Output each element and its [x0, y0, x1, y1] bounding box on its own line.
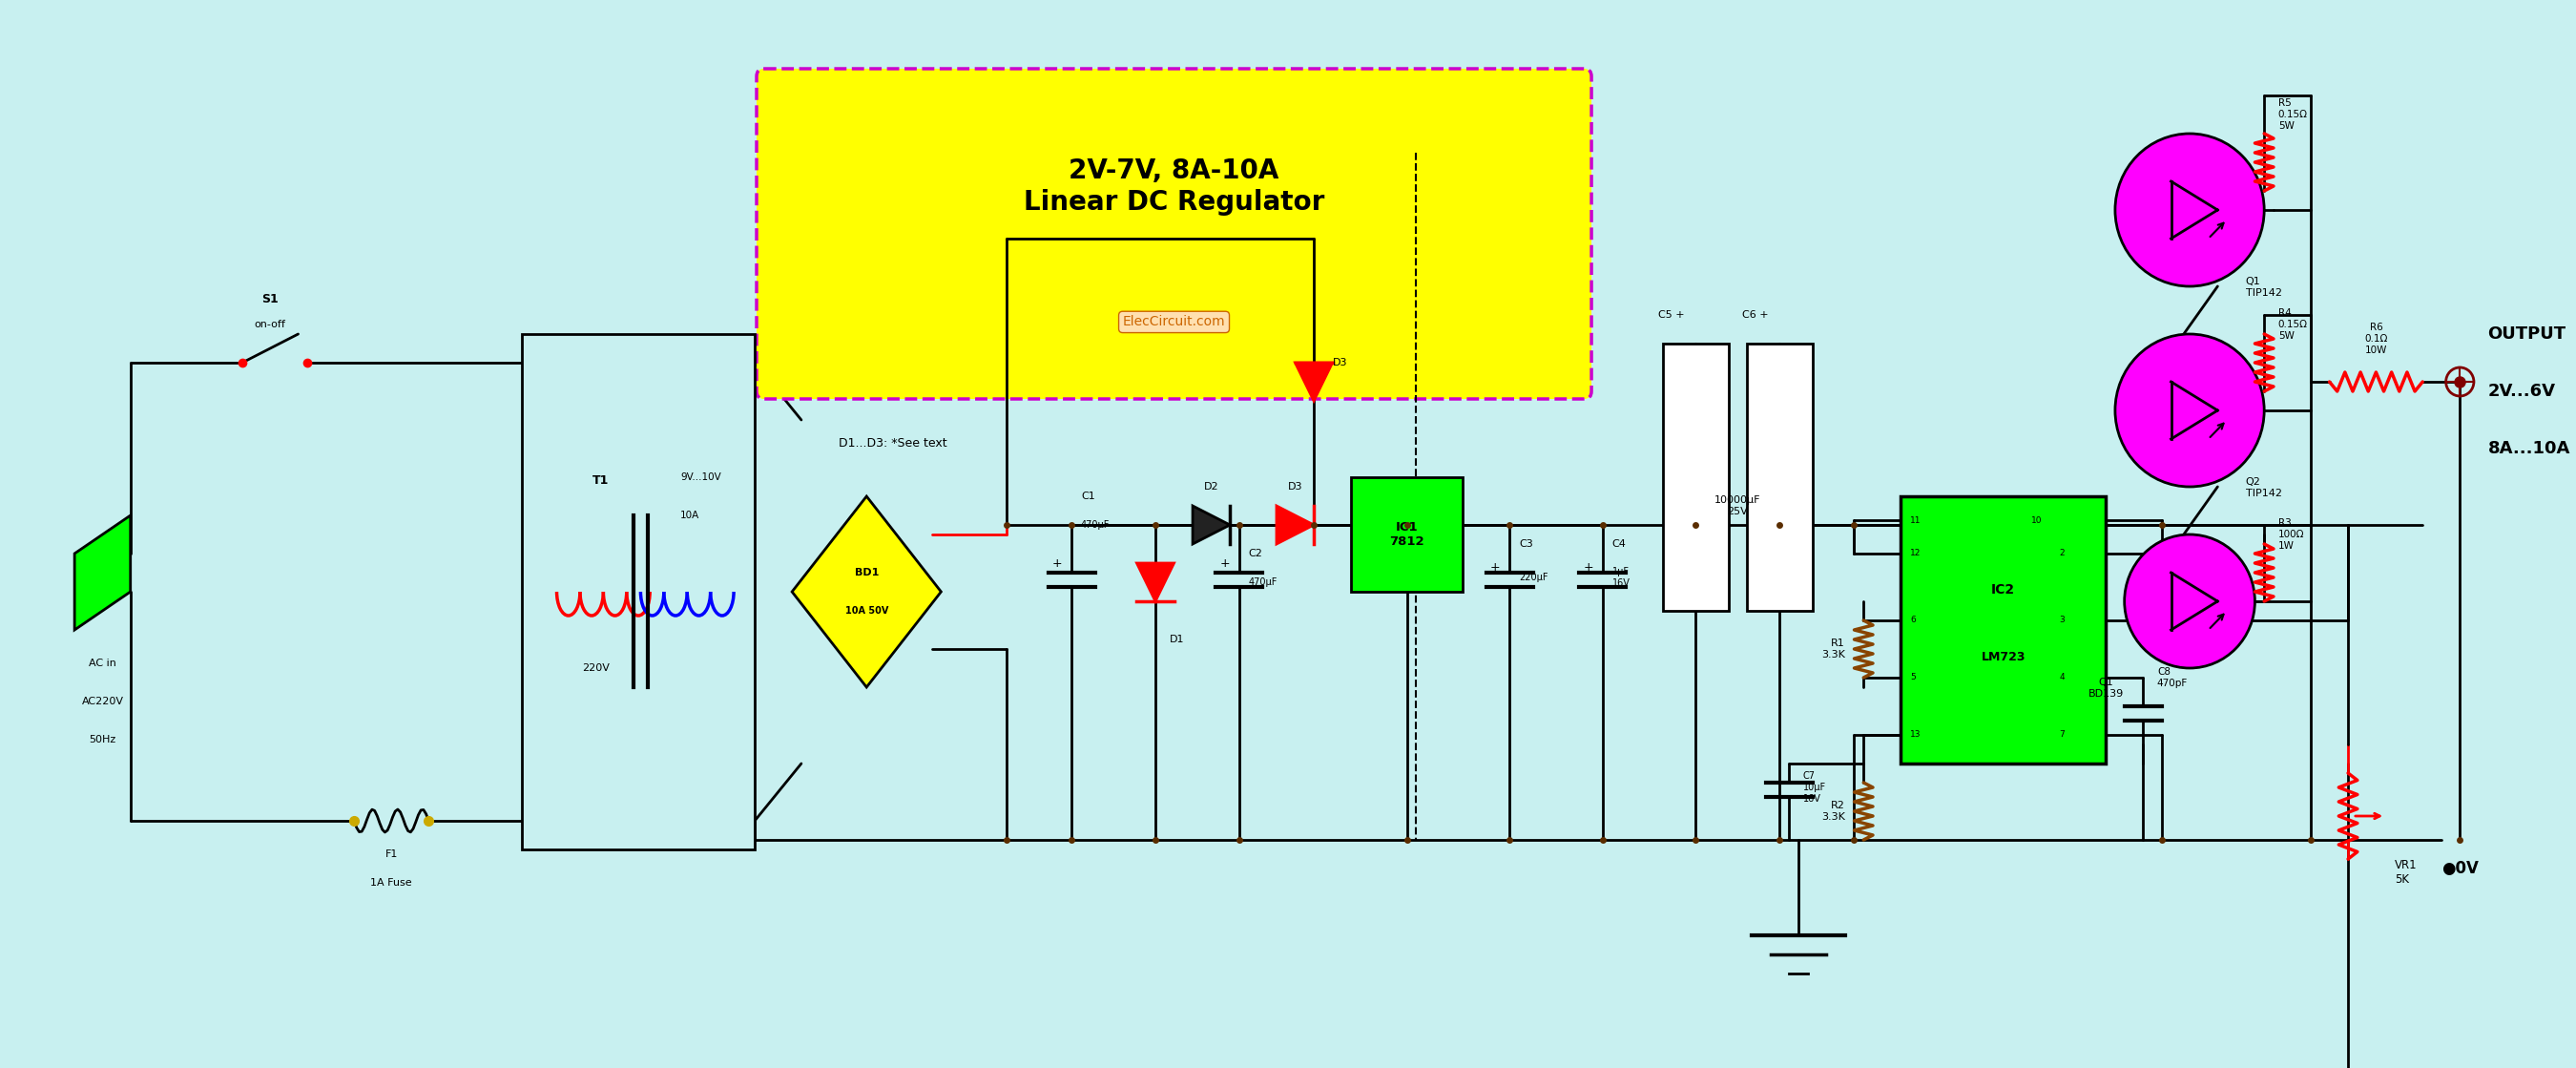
- Text: R6
0.1Ω
10W: R6 0.1Ω 10W: [2365, 323, 2388, 355]
- Text: 2V-7V, 8A-10A
Linear DC Regulator: 2V-7V, 8A-10A Linear DC Regulator: [1023, 158, 1324, 216]
- Text: 1µF
16V: 1µF 16V: [1613, 567, 1631, 587]
- Text: S1: S1: [263, 293, 278, 305]
- Polygon shape: [1278, 506, 1314, 544]
- Text: 10A 50V: 10A 50V: [845, 606, 889, 615]
- Polygon shape: [1296, 363, 1332, 400]
- Text: AC220V: AC220V: [82, 696, 124, 706]
- Text: 470µF: 470µF: [1082, 520, 1110, 530]
- Text: 470µF: 470µF: [1249, 578, 1278, 587]
- Text: 12: 12: [1911, 549, 1922, 557]
- Bar: [1350, 477, 1463, 592]
- FancyBboxPatch shape: [757, 68, 1592, 399]
- Text: T1: T1: [592, 474, 611, 487]
- Text: 8A...10A: 8A...10A: [2488, 440, 2571, 457]
- Bar: [1901, 497, 2105, 764]
- Text: ElecCircuit.com: ElecCircuit.com: [1123, 315, 1226, 329]
- Bar: [1664, 344, 1728, 611]
- Text: R5
0.15Ω
5W: R5 0.15Ω 5W: [2277, 98, 2308, 130]
- Circle shape: [2125, 534, 2254, 669]
- Text: R4
0.15Ω
5W: R4 0.15Ω 5W: [2277, 309, 2308, 341]
- Text: C5 +: C5 +: [1659, 310, 1685, 319]
- Text: 220µF: 220µF: [1520, 572, 1548, 582]
- Text: 13: 13: [1911, 731, 1922, 739]
- Text: 3: 3: [2058, 616, 2066, 625]
- Text: AC in: AC in: [88, 659, 116, 669]
- Text: F1: F1: [384, 849, 397, 859]
- Text: 6: 6: [1911, 616, 1917, 625]
- Text: D3: D3: [1332, 358, 1347, 367]
- Text: D3: D3: [1288, 482, 1303, 491]
- Text: R1
3.3K: R1 3.3K: [1821, 639, 1844, 659]
- Text: 10: 10: [2032, 516, 2043, 524]
- Text: D2: D2: [1203, 482, 1218, 491]
- Text: D1...D3: *See text: D1...D3: *See text: [840, 438, 948, 450]
- Polygon shape: [791, 497, 940, 687]
- Text: C3: C3: [1520, 539, 1533, 549]
- Text: ●0V: ●0V: [2442, 860, 2478, 877]
- Text: +: +: [1221, 556, 1229, 569]
- Text: 2V...6V: 2V...6V: [2488, 382, 2555, 399]
- Text: 5: 5: [1911, 673, 1917, 682]
- Text: 220V: 220V: [582, 663, 611, 673]
- Text: C4: C4: [1613, 539, 1625, 549]
- Polygon shape: [75, 516, 131, 630]
- Polygon shape: [1193, 506, 1229, 544]
- Text: 50Hz: 50Hz: [90, 735, 116, 744]
- Text: C8
470pF: C8 470pF: [2156, 668, 2187, 688]
- Text: IC2: IC2: [1991, 583, 2014, 597]
- Text: BD1: BD1: [855, 568, 878, 578]
- Text: VR1
5K: VR1 5K: [2396, 859, 2416, 885]
- Text: 4: 4: [2058, 673, 2063, 682]
- Circle shape: [2115, 134, 2264, 286]
- Text: 11: 11: [1911, 516, 1922, 524]
- Text: R2
3.3K: R2 3.3K: [1821, 801, 1844, 821]
- Circle shape: [2115, 334, 2264, 487]
- Text: OUTPUT: OUTPUT: [2488, 326, 2566, 343]
- Text: 10000µF
25V: 10000µF 25V: [1716, 496, 1762, 516]
- Text: 10A: 10A: [680, 511, 701, 520]
- Text: R3
100Ω
1W: R3 100Ω 1W: [2277, 519, 2306, 550]
- Text: C1: C1: [1082, 491, 1095, 501]
- Bar: [1747, 344, 1814, 611]
- Bar: [523, 334, 755, 849]
- Text: 9V...10V: 9V...10V: [680, 472, 721, 482]
- Text: C7
10µF
16V: C7 10µF 16V: [1803, 771, 1826, 803]
- Text: on-off: on-off: [255, 319, 286, 329]
- Text: Q1
TIP142: Q1 TIP142: [2246, 277, 2282, 297]
- Text: +: +: [1584, 562, 1595, 575]
- Text: 1A Fuse: 1A Fuse: [371, 878, 412, 888]
- Text: C6 +: C6 +: [1741, 310, 1770, 319]
- Text: +: +: [1489, 562, 1499, 575]
- Text: D1: D1: [1170, 634, 1185, 644]
- Text: LM723: LM723: [1981, 650, 2025, 663]
- Text: 7: 7: [2058, 731, 2066, 739]
- Polygon shape: [1136, 563, 1175, 601]
- Text: C2: C2: [1249, 549, 1262, 559]
- Text: 2: 2: [2058, 549, 2063, 557]
- Text: IC1
7812: IC1 7812: [1388, 521, 1425, 548]
- Text: Q2
TIP142: Q2 TIP142: [2246, 477, 2282, 498]
- Text: Q1
BD139: Q1 BD139: [2089, 677, 2123, 698]
- Text: +: +: [1051, 556, 1061, 569]
